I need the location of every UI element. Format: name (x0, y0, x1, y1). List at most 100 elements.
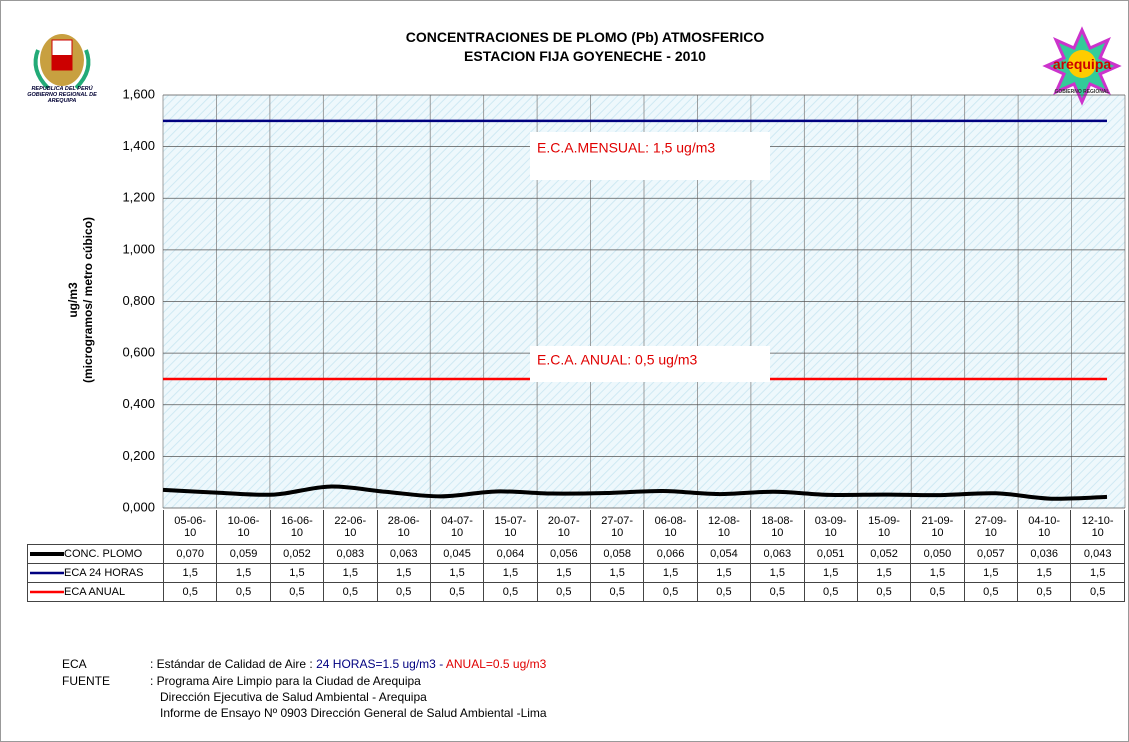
data-label: 0,059 (216, 544, 271, 564)
x-tick-label: 12-08-10 (708, 515, 740, 539)
data-label: 1,5 (803, 563, 858, 583)
annotation-box (530, 132, 770, 180)
data-label: 1,5 (963, 563, 1019, 583)
chart-title: ESTACION FIJA GOYENECHE - 2010 (464, 48, 706, 64)
chart-title: CONCENTRACIONES DE PLOMO (Pb) ATMOSFERIC… (406, 29, 765, 45)
x-tick-label: 15-09-10 (868, 515, 900, 539)
data-label: 0,5 (1070, 582, 1125, 602)
table-header-cell: 04-07-10 (429, 510, 485, 545)
table-header-cell: 22-06-10 (323, 510, 378, 545)
y-tick-label: 0,000 (122, 499, 155, 514)
table-header-cell: 27-07-10 (589, 510, 645, 545)
data-label: 1,5 (856, 563, 912, 583)
x-tick-label: 12-10-10 (1081, 515, 1114, 539)
x-tick-label: 21-09-10 (921, 515, 954, 539)
table-header-cell: 15-07-10 (483, 510, 538, 545)
data-label: 1,5 (696, 563, 752, 583)
note-text: ANUAL=0.5 ug/m3 (445, 657, 547, 671)
note: : Estándar de Calidad de Aire : 24 HORAS… (150, 657, 546, 671)
data-label: 0,064 (483, 544, 538, 564)
table-header-cell: 15-09-10 (856, 510, 912, 545)
y-tick-label: 0,200 (122, 448, 155, 463)
table-header-cell: 21-09-10 (910, 510, 965, 545)
data-label: 0,043 (1070, 544, 1125, 564)
right-logo (1042, 26, 1122, 106)
data-label: 0,5 (216, 582, 271, 602)
table-header-cell: 28-06-10 (376, 510, 431, 545)
y-tick-label: 1,200 (122, 190, 155, 205)
data-label: 1,5 (643, 563, 698, 583)
note-text: 24 HORAS=1.5 ug/m3 (316, 657, 436, 671)
data-label: 0,5 (643, 582, 698, 602)
data-label: 1,5 (216, 563, 271, 583)
table-header-row: 05-06-10 10-06-10 16-06-10 22-06-10 28-06-10… (28, 510, 1125, 545)
data-label: 0,5 (696, 582, 752, 602)
legend-cell: CONC. PLOMO (27, 544, 164, 564)
data-label: 0,036 (1016, 544, 1072, 564)
data-label: 0,5 (429, 582, 485, 602)
note-text: Informe de Ensayo Nº 0903 Dirección Gene… (160, 706, 547, 720)
data-label: 1,5 (162, 563, 218, 583)
table-header-cell: 12-08-10 (696, 510, 752, 545)
data-label: 0,5 (323, 582, 378, 602)
data-label: 0,054 (696, 544, 752, 564)
left-logo (33, 34, 91, 90)
data-label: 1,5 (589, 563, 645, 583)
table-row: ECA ANUAL 0,5 0,5 0,5 0,5 0,5 0,5 0,5 0,5 0,5 0,5 0… (27, 582, 1125, 602)
table-row: ECA 24 HORAS 1,5 1,5 1,5 1,5 1,5 1,5 1,5 1,5 1,5 1… (27, 563, 1125, 583)
x-tick-label: 16-06-10 (281, 515, 313, 539)
data-label: 0,057 (963, 544, 1019, 564)
data-label: 0,5 (589, 582, 645, 602)
note-text: : Programa Aire Limpio para la Ciudad de… (150, 674, 421, 688)
data-label: 0,052 (269, 544, 325, 564)
data-label: 0,063 (376, 544, 431, 564)
data-label: 0,056 (536, 544, 592, 564)
legend-cell: ECA ANUAL (27, 582, 164, 602)
note-text: : Estándar de Calidad de Aire : (150, 657, 313, 671)
y-axis-label: ug/m3 (66, 282, 80, 318)
legend-label: ECA ANUAL (64, 586, 126, 598)
annotation-box (530, 346, 770, 382)
data-label: 0,5 (162, 582, 218, 602)
data-label: 0,5 (963, 582, 1019, 602)
data-label: 0,5 (1016, 582, 1072, 602)
annotation: E.C.A. ANUAL: 0,5 ug/m3 (537, 352, 698, 368)
y-tick-label: 1,000 (122, 241, 155, 256)
x-tick-label: 04-07-10 (441, 515, 473, 539)
x-tick-label: 27-07-10 (601, 515, 634, 539)
table-header-cell: 06-08-10 (643, 510, 698, 545)
data-label: 0,050 (910, 544, 965, 564)
data-label: 0,5 (750, 582, 805, 602)
data-label: 0,058 (589, 544, 645, 564)
legend-cell: ECA 24 HORAS (27, 563, 164, 583)
legend-swatch (30, 571, 64, 575)
data-label: 1,5 (483, 563, 538, 583)
data-label: 1,5 (910, 563, 965, 583)
x-tick-label: 04-10-10 (1028, 515, 1061, 539)
data-label: 1,5 (429, 563, 485, 583)
data-label: 1,5 (376, 563, 431, 583)
y-tick-label: 1,400 (122, 138, 155, 153)
data-label: 0,051 (803, 544, 858, 564)
note-label: FUENTE (62, 674, 110, 688)
y-axis-label: (microgramos/ metro cúbico) (81, 217, 95, 383)
right-logo-caption: GOBIERNO REGIONAL (1054, 89, 1109, 95)
data-label: 0,063 (750, 544, 805, 564)
note-text: Dirección Ejecutiva de Salud Ambiental -… (160, 690, 427, 704)
y-tick-label: 0,800 (122, 293, 155, 308)
data-label: 0,5 (483, 582, 538, 602)
y-tick-label: 0,600 (122, 345, 155, 360)
data-label: 0,083 (323, 544, 378, 564)
data-label: 1,5 (536, 563, 592, 583)
y-tick-label: 0,400 (122, 396, 155, 411)
data-table: 05-06-10 10-06-10 16-06-10 22-06-10 28-06-10… (27, 510, 1125, 602)
x-tick-label: 05-06-10 (174, 515, 207, 539)
note-label: ECA (62, 657, 87, 671)
data-label: 0,070 (162, 544, 218, 564)
y-tick-label: 1,600 (122, 86, 155, 101)
table-header-cell: 16-06-10 (269, 510, 325, 545)
x-tick-label: 18-08-10 (761, 515, 794, 539)
data-label: 1,5 (269, 563, 325, 583)
data-label: 1,5 (1016, 563, 1072, 583)
